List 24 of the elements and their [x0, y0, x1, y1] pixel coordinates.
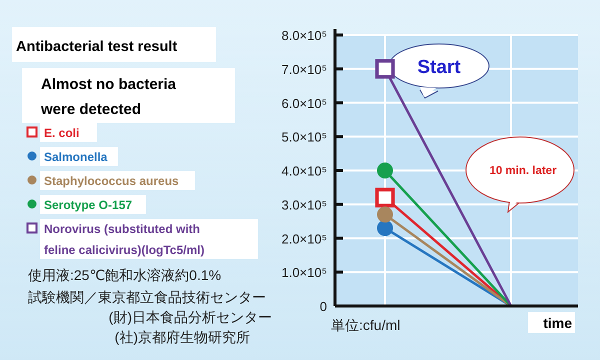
text: Antibacterial test result — [16, 39, 178, 55]
text: (社)京都府生物研究所 — [114, 329, 250, 345]
text: 単位:cfu/ml — [331, 317, 400, 333]
y-tick-label: 3.0×10⁵ — [281, 197, 327, 212]
y-tick-label: 0 — [320, 299, 327, 314]
text: 試験機関／東京都立食品技術センター — [28, 289, 266, 305]
y-tick-label: 1.0×10⁵ — [281, 265, 327, 280]
text: Almost no bacteria were detected — [40, 76, 177, 118]
y-tick-label: 7.0×10⁵ — [281, 62, 327, 77]
y-tick-label: 6.0×10⁵ — [281, 96, 327, 111]
legend-label: Staphylococcus aureus — [44, 174, 180, 188]
x-axis-title: time — [543, 315, 572, 331]
text: (財)日本食品分析センター — [108, 309, 272, 325]
text: 使用液:25℃飽和水溶液約0.1% — [28, 267, 222, 283]
y-tick-label: 4.0×10⁵ — [281, 164, 327, 178]
y-tick-label: 8.0×10⁵ — [281, 28, 327, 43]
y-tick-label: 5.0×10⁵ — [281, 130, 327, 145]
annotation: Start — [417, 57, 462, 78]
legend-label: Norovirus (substituted with feline calicivirus)(logTc5/ml) — [44, 222, 204, 257]
y-tick-label: 2.0×10⁵ — [281, 231, 327, 246]
annotation: 10 min. later — [489, 165, 558, 177]
legend-label: Serotype O-157 — [44, 198, 132, 212]
legend-label: E. coli — [44, 126, 80, 140]
legend-label: Salmonella — [44, 150, 108, 164]
